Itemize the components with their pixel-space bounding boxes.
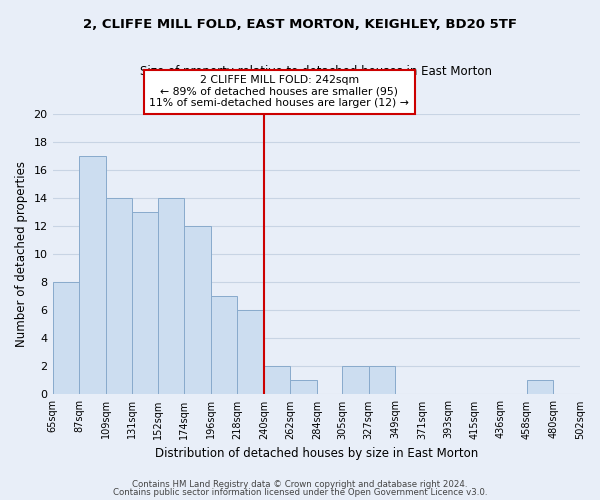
Text: Contains HM Land Registry data © Crown copyright and database right 2024.: Contains HM Land Registry data © Crown c…	[132, 480, 468, 489]
Bar	[106, 198, 132, 394]
Text: 2, CLIFFE MILL FOLD, EAST MORTON, KEIGHLEY, BD20 5TF: 2, CLIFFE MILL FOLD, EAST MORTON, KEIGHL…	[83, 18, 517, 30]
Bar	[342, 366, 369, 394]
Bar	[369, 366, 395, 394]
Y-axis label: Number of detached properties: Number of detached properties	[15, 161, 28, 347]
X-axis label: Distribution of detached houses by size in East Morton: Distribution of detached houses by size …	[155, 447, 478, 460]
Bar	[79, 156, 106, 394]
Bar	[264, 366, 290, 394]
Bar	[158, 198, 184, 394]
Bar	[132, 212, 158, 394]
Bar	[290, 380, 317, 394]
Text: Contains public sector information licensed under the Open Government Licence v3: Contains public sector information licen…	[113, 488, 487, 497]
Bar	[211, 296, 237, 394]
Bar	[237, 310, 264, 394]
Bar	[53, 282, 79, 395]
Bar	[184, 226, 211, 394]
Title: Size of property relative to detached houses in East Morton: Size of property relative to detached ho…	[140, 65, 492, 78]
Text: 2 CLIFFE MILL FOLD: 242sqm
← 89% of detached houses are smaller (95)
11% of semi: 2 CLIFFE MILL FOLD: 242sqm ← 89% of deta…	[149, 75, 409, 108]
Bar	[527, 380, 553, 394]
